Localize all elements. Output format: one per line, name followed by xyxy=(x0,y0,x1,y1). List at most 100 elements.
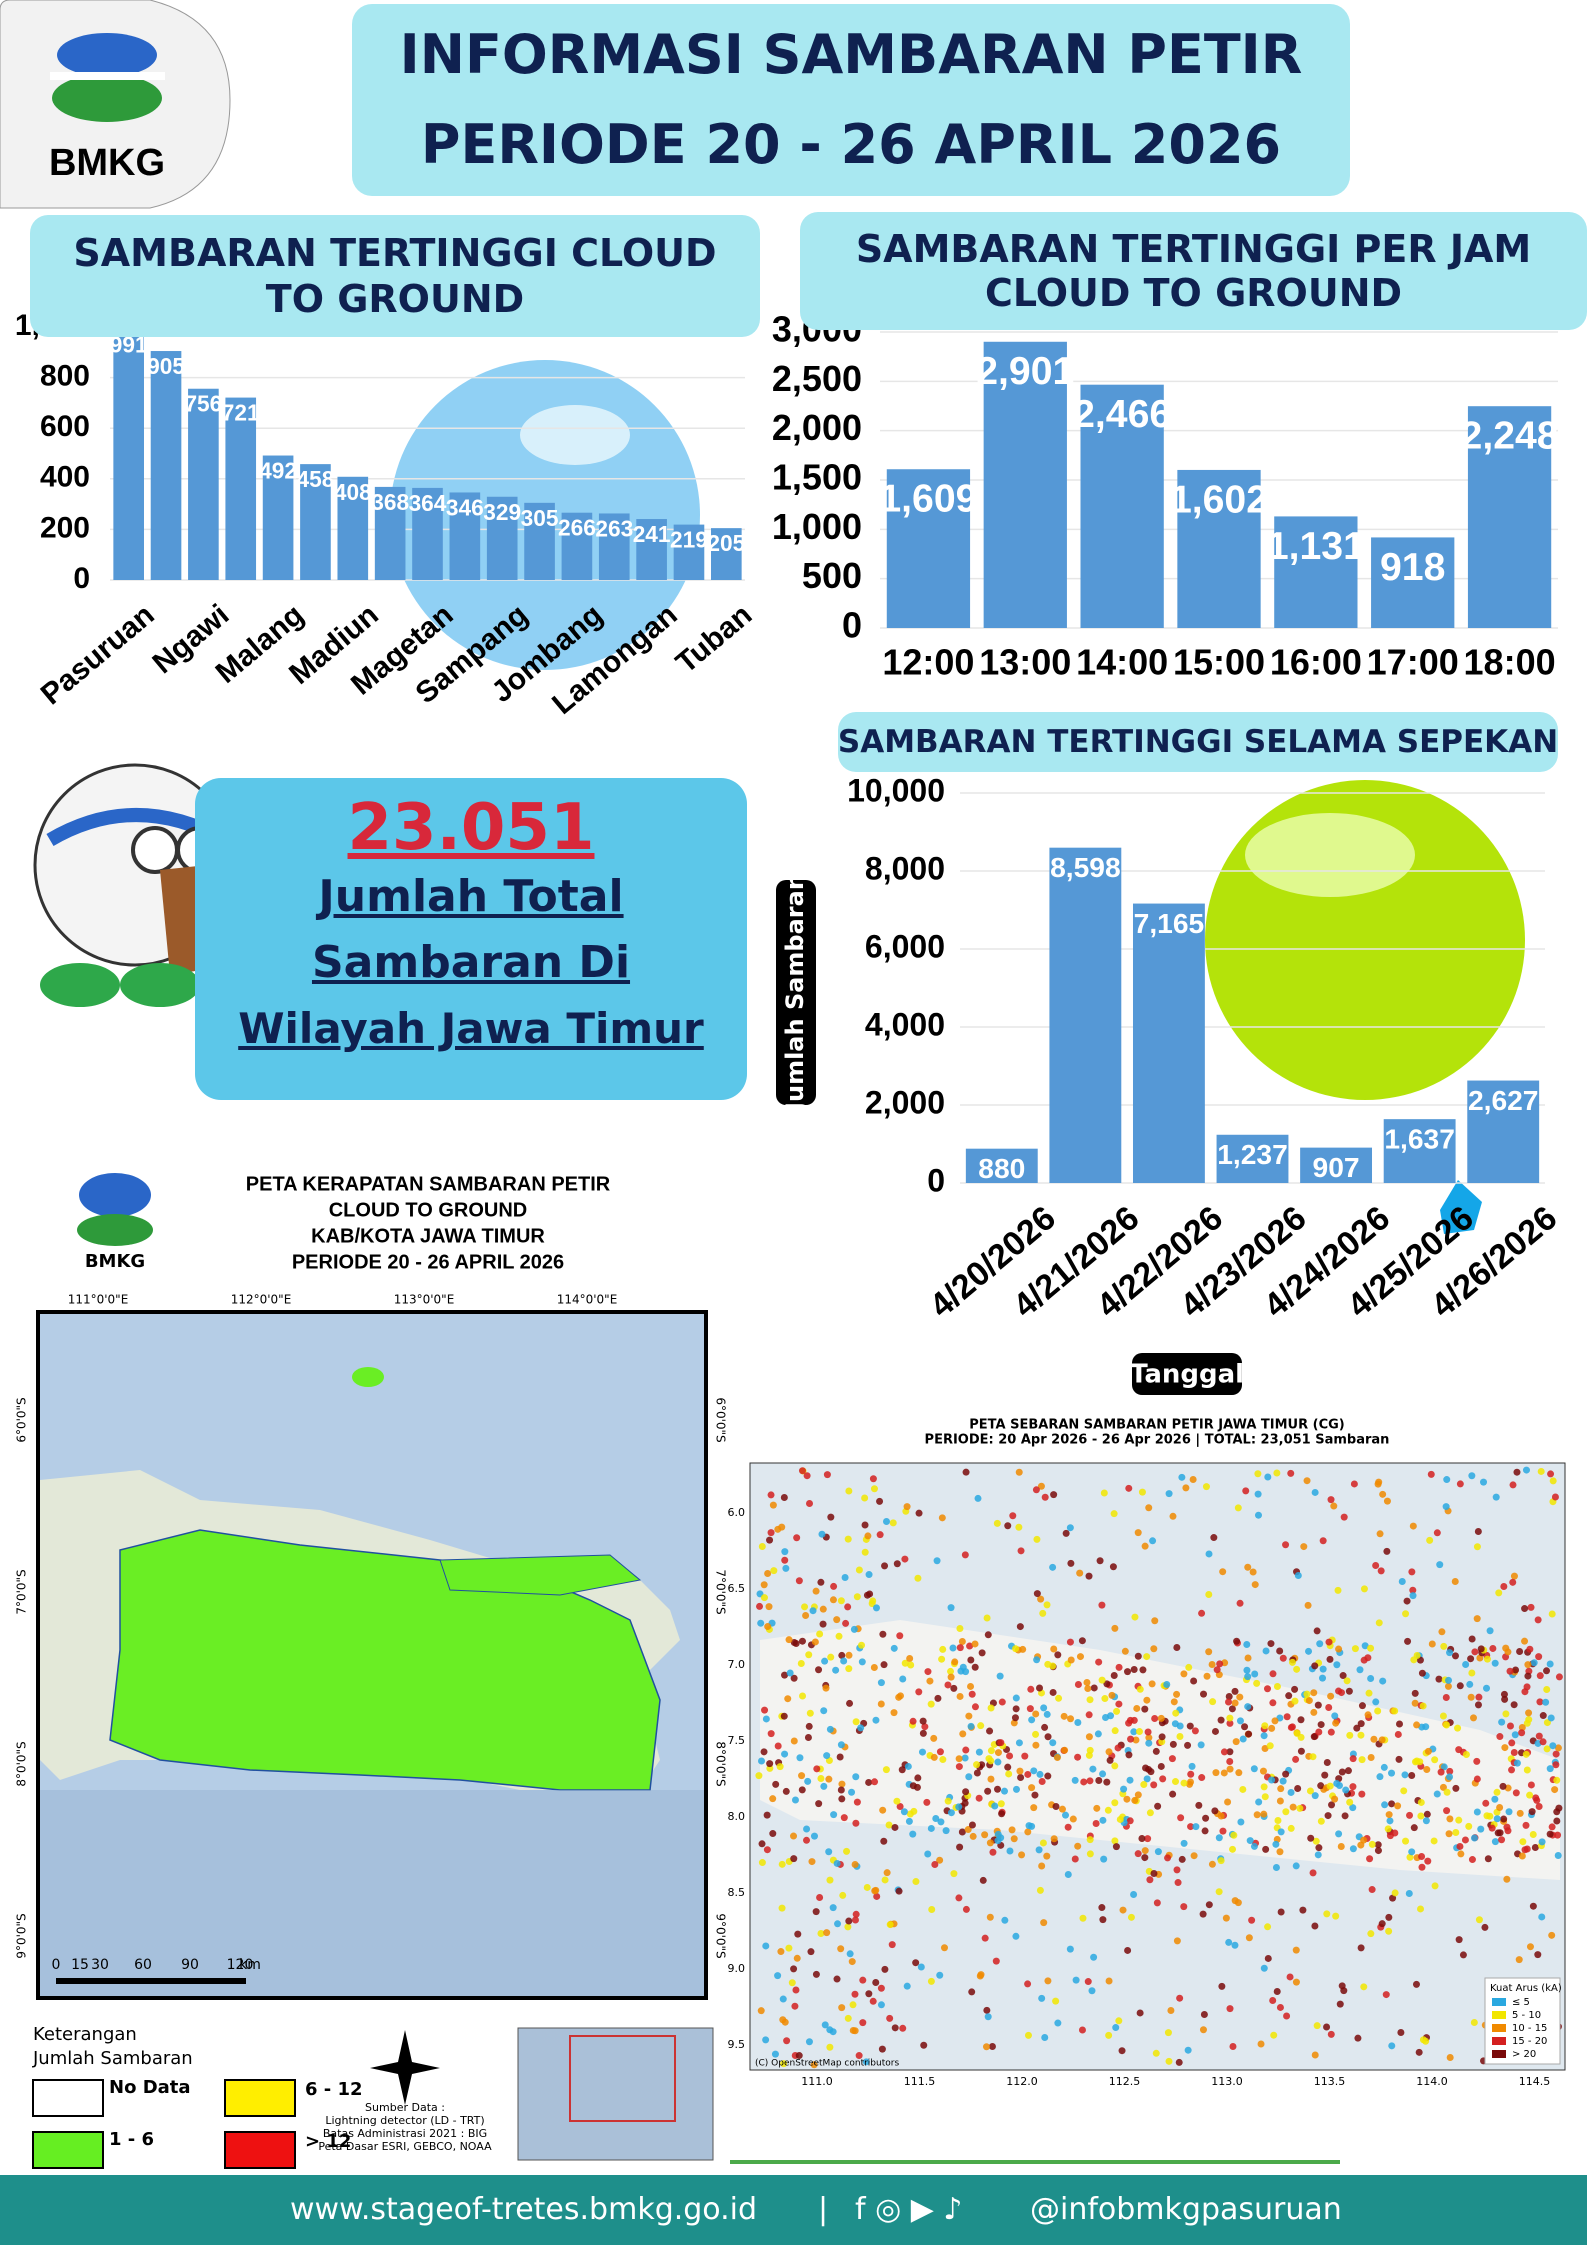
lightning-dot xyxy=(758,1542,766,1550)
map-title: PETA KERAPATAN SAMBARAN PETIR xyxy=(246,1173,611,1195)
lightning-dot xyxy=(870,1485,878,1493)
lightning-dot xyxy=(981,1934,989,1942)
lightning-dot xyxy=(1000,1787,1008,1795)
lightning-dot xyxy=(1164,1854,1172,1862)
lightning-dot xyxy=(1066,1945,1074,1953)
lightning-dot xyxy=(962,1746,970,1754)
lightning-dot xyxy=(1231,1897,1239,1905)
lightning-dot xyxy=(1418,1669,1426,1677)
lightning-dot xyxy=(1294,1571,1302,1579)
lightning-dot xyxy=(1146,1876,1154,1884)
lightning-dot xyxy=(1011,1714,1019,1722)
lightning-dot xyxy=(947,1809,955,1817)
lightning-dot xyxy=(1417,1812,1425,1820)
lightning-dot xyxy=(1109,1563,1117,1571)
lightning-dot xyxy=(1130,1891,1138,1899)
legend-swatch xyxy=(1492,2011,1506,2019)
x-tick-label: 18:00 xyxy=(1464,642,1556,683)
lightning-dot xyxy=(912,1959,920,1967)
lightning-dot xyxy=(978,1649,986,1657)
lightning-dot xyxy=(803,1825,811,1833)
lightning-dot xyxy=(1270,2031,1278,2039)
lightning-dot xyxy=(1311,1792,1319,1800)
bar xyxy=(1467,406,1552,628)
lightning-dot xyxy=(758,1757,766,1765)
lightning-dot xyxy=(1516,1648,1524,1656)
lightning-dot xyxy=(1231,1699,1239,1707)
lightning-dot xyxy=(1462,1750,1470,1758)
lightning-dot xyxy=(812,1908,820,1916)
lightning-dot xyxy=(967,1656,975,1664)
lightning-dot xyxy=(1131,1796,1139,1804)
lightning-dot xyxy=(855,1566,863,1574)
lightning-dot xyxy=(1417,1905,1425,1913)
lightning-dot xyxy=(1314,1851,1322,1859)
lightning-dot xyxy=(1267,1640,1275,1648)
lightning-dot xyxy=(1224,1798,1232,1806)
lightning-dot xyxy=(1108,1691,1116,1699)
footer-website[interactable]: www.stageof-tretes.bmkg.go.id xyxy=(290,2192,758,2227)
map-title: KAB/KOTA JAWA TIMUR xyxy=(311,1225,545,1247)
lightning-dot xyxy=(989,1848,997,1856)
lightning-dot xyxy=(838,1651,846,1659)
lightning-dot xyxy=(1015,1523,1023,1531)
lightning-dot xyxy=(877,1700,885,1708)
bar xyxy=(711,528,742,580)
lightning-dot xyxy=(968,1821,976,1829)
lightning-dot xyxy=(1276,2003,1284,2011)
lightning-dot xyxy=(1172,1709,1180,1717)
bar xyxy=(1049,847,1122,1183)
logo-land xyxy=(52,74,162,122)
lightning-dot xyxy=(1506,1722,1514,1730)
lightning-dot xyxy=(1012,1645,1020,1653)
inset-map xyxy=(517,2027,714,2161)
lightning-dot xyxy=(780,2060,788,2068)
lightning-dot xyxy=(1138,1835,1146,1843)
data-label: 2,627 xyxy=(1468,1084,1539,1116)
lightning-dot xyxy=(804,1777,812,1785)
scale-label: 60 xyxy=(134,1957,152,1973)
lightning-dot xyxy=(1473,1615,1481,1623)
lightning-dot xyxy=(844,2014,852,2022)
lightning-dot xyxy=(1430,1837,1438,1845)
lightning-dot xyxy=(1396,1720,1404,1728)
lightning-dot xyxy=(1236,1717,1244,1725)
lightning-dot xyxy=(1372,1561,1380,1569)
lightning-dot xyxy=(870,1663,878,1671)
lightning-dot xyxy=(1439,1712,1447,1720)
lightning-dot xyxy=(940,1944,948,1952)
lightning-dot xyxy=(1527,1781,1535,1789)
social-icons[interactable]: f ◎ ▶ ♪ xyxy=(855,2192,963,2227)
lightning-dot xyxy=(1491,1795,1499,1803)
lightning-dot xyxy=(1262,1647,1270,1655)
lightning-dot xyxy=(1422,1817,1430,1825)
map-credit: (C) OpenStreetMap contributors xyxy=(755,2059,899,2069)
lightning-dot xyxy=(1158,1733,1166,1741)
lightning-dot xyxy=(1024,1770,1032,1778)
lightning-dot xyxy=(1333,1780,1341,1788)
lightning-dot xyxy=(797,1659,805,1667)
lightning-dot xyxy=(890,1709,898,1717)
lightning-dot xyxy=(1501,1695,1509,1703)
lightning-dot xyxy=(861,1548,869,1556)
lightning-dot xyxy=(1220,1748,1228,1756)
lightning-dot xyxy=(801,1603,809,1611)
lightning-dot xyxy=(755,1772,763,1780)
footer-social[interactable]: @infobmkgpasuruan xyxy=(1030,2192,1342,2227)
lightning-dot xyxy=(1044,1733,1052,1741)
lightning-dot xyxy=(1410,1824,1418,1832)
data-label: 458 xyxy=(297,466,335,492)
lightning-dot xyxy=(1509,1578,1517,1586)
lightning-dot xyxy=(1539,1738,1547,1746)
bar xyxy=(412,487,443,580)
lightning-dot xyxy=(1367,1930,1375,1938)
lightning-dot xyxy=(1526,1645,1534,1653)
lightning-dot xyxy=(1423,1810,1431,1818)
lightning-dot xyxy=(1372,1698,1380,1706)
data-label: 918 xyxy=(1380,546,1445,589)
lightning-dot xyxy=(971,1640,979,1648)
lightning-dot xyxy=(1461,1836,1469,1844)
lightning-dot xyxy=(1409,1592,1417,1600)
lightning-dot xyxy=(832,1666,840,1674)
